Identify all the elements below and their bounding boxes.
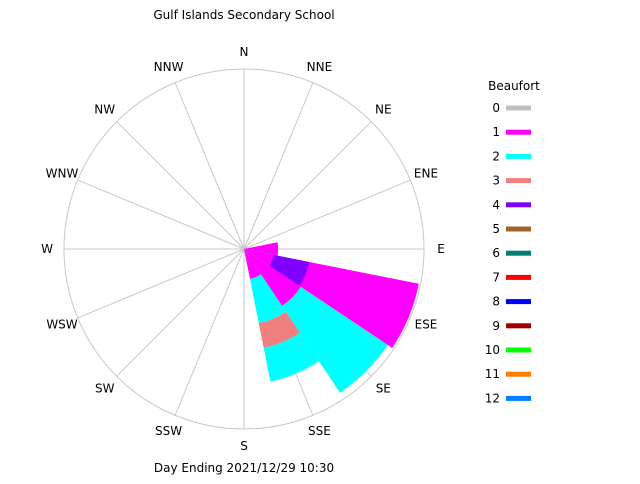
grid-spoke-ene [243,179,411,250]
bar-e-beaufort-1 [244,242,279,256]
grid-spoke-wsw [77,248,245,319]
legend-swatch-2 [506,153,531,159]
legend-label-6: 6 [492,246,500,260]
legend-swatch-9 [506,323,531,329]
direction-label-n: N [240,45,249,59]
direction-label-nne: NNE [307,60,333,74]
grid-spoke-ne [243,121,372,250]
direction-labels: N NNE NE ENE E ESE SE SSE S SSW SW WSW W WNW NW NNW [41,45,445,453]
legend-swatch-10 [506,347,531,353]
legend-swatch-3 [506,178,531,184]
bar-sse-beaufort-1 [244,249,261,279]
legend-label-3: 3 [492,174,500,188]
grid-spoke-wnw [77,179,245,250]
legend-swatch-1 [506,129,531,135]
legend-swatch-0 [506,105,531,111]
legend-swatch-4 [506,202,531,208]
direction-label-ene: ENE [414,167,438,181]
legend-label-1: 1 [492,125,500,139]
polar-grid [63,68,425,430]
direction-label-nnw: NNW [154,60,184,74]
direction-label-nw: NW [94,103,115,117]
legend-swatch-7 [506,274,531,280]
legend-label-10: 10 [485,343,500,357]
bar-ese-beaufort-4 [269,255,310,286]
direction-label-wnw: WNW [46,167,79,181]
legend-title: Beaufort [488,79,540,93]
legend-label-5: 5 [492,222,500,236]
legend-swatch-6 [506,250,531,256]
legend-label-11: 11 [485,367,500,381]
bar-sse-beaufort-3 [258,311,300,348]
legend-swatch-5 [506,226,531,232]
grid-spoke-nne [243,82,314,250]
legend-label-9: 9 [492,319,500,333]
grid-spoke-ssw [174,248,245,416]
legend-label-7: 7 [492,270,500,284]
legend-label-0: 0 [492,101,500,115]
legend-label-2: 2 [492,149,500,163]
direction-label-e: E [437,242,445,256]
bar-sse-beaufort-2 [250,274,286,324]
legend-swatch-11 [506,371,531,377]
bar-se-beaufort-2 [282,287,388,393]
direction-label-sw: SW [95,381,115,395]
direction-label-ese: ESE [415,317,438,331]
chart-footer: Day Ending 2021/12/29 10:30 [154,461,334,475]
direction-label-se: SE [376,381,391,395]
legend-label-4: 4 [492,198,500,212]
direction-label-ne: NE [375,103,392,117]
legend-swatch-12 [506,395,531,401]
grid-spoke-nnw [174,82,245,250]
grid-spoke-nw [116,121,245,250]
chart-title: Gulf Islands Secondary School [153,8,334,22]
legend-swatch-8 [506,299,531,305]
wind-bars [244,242,419,393]
bar-sse-beaufort-2 [263,332,319,382]
legend-label-8: 8 [492,295,500,309]
legend-label-12: 12 [485,391,500,405]
grid-spoke-sw [116,248,245,377]
direction-label-ssw: SSW [155,424,182,438]
direction-label-wsw: WSW [46,317,77,331]
direction-label-sse: SSE [308,424,331,438]
bar-se-beaufort-1 [244,249,301,306]
direction-label-s: S [240,439,248,453]
direction-label-w: W [41,242,53,256]
